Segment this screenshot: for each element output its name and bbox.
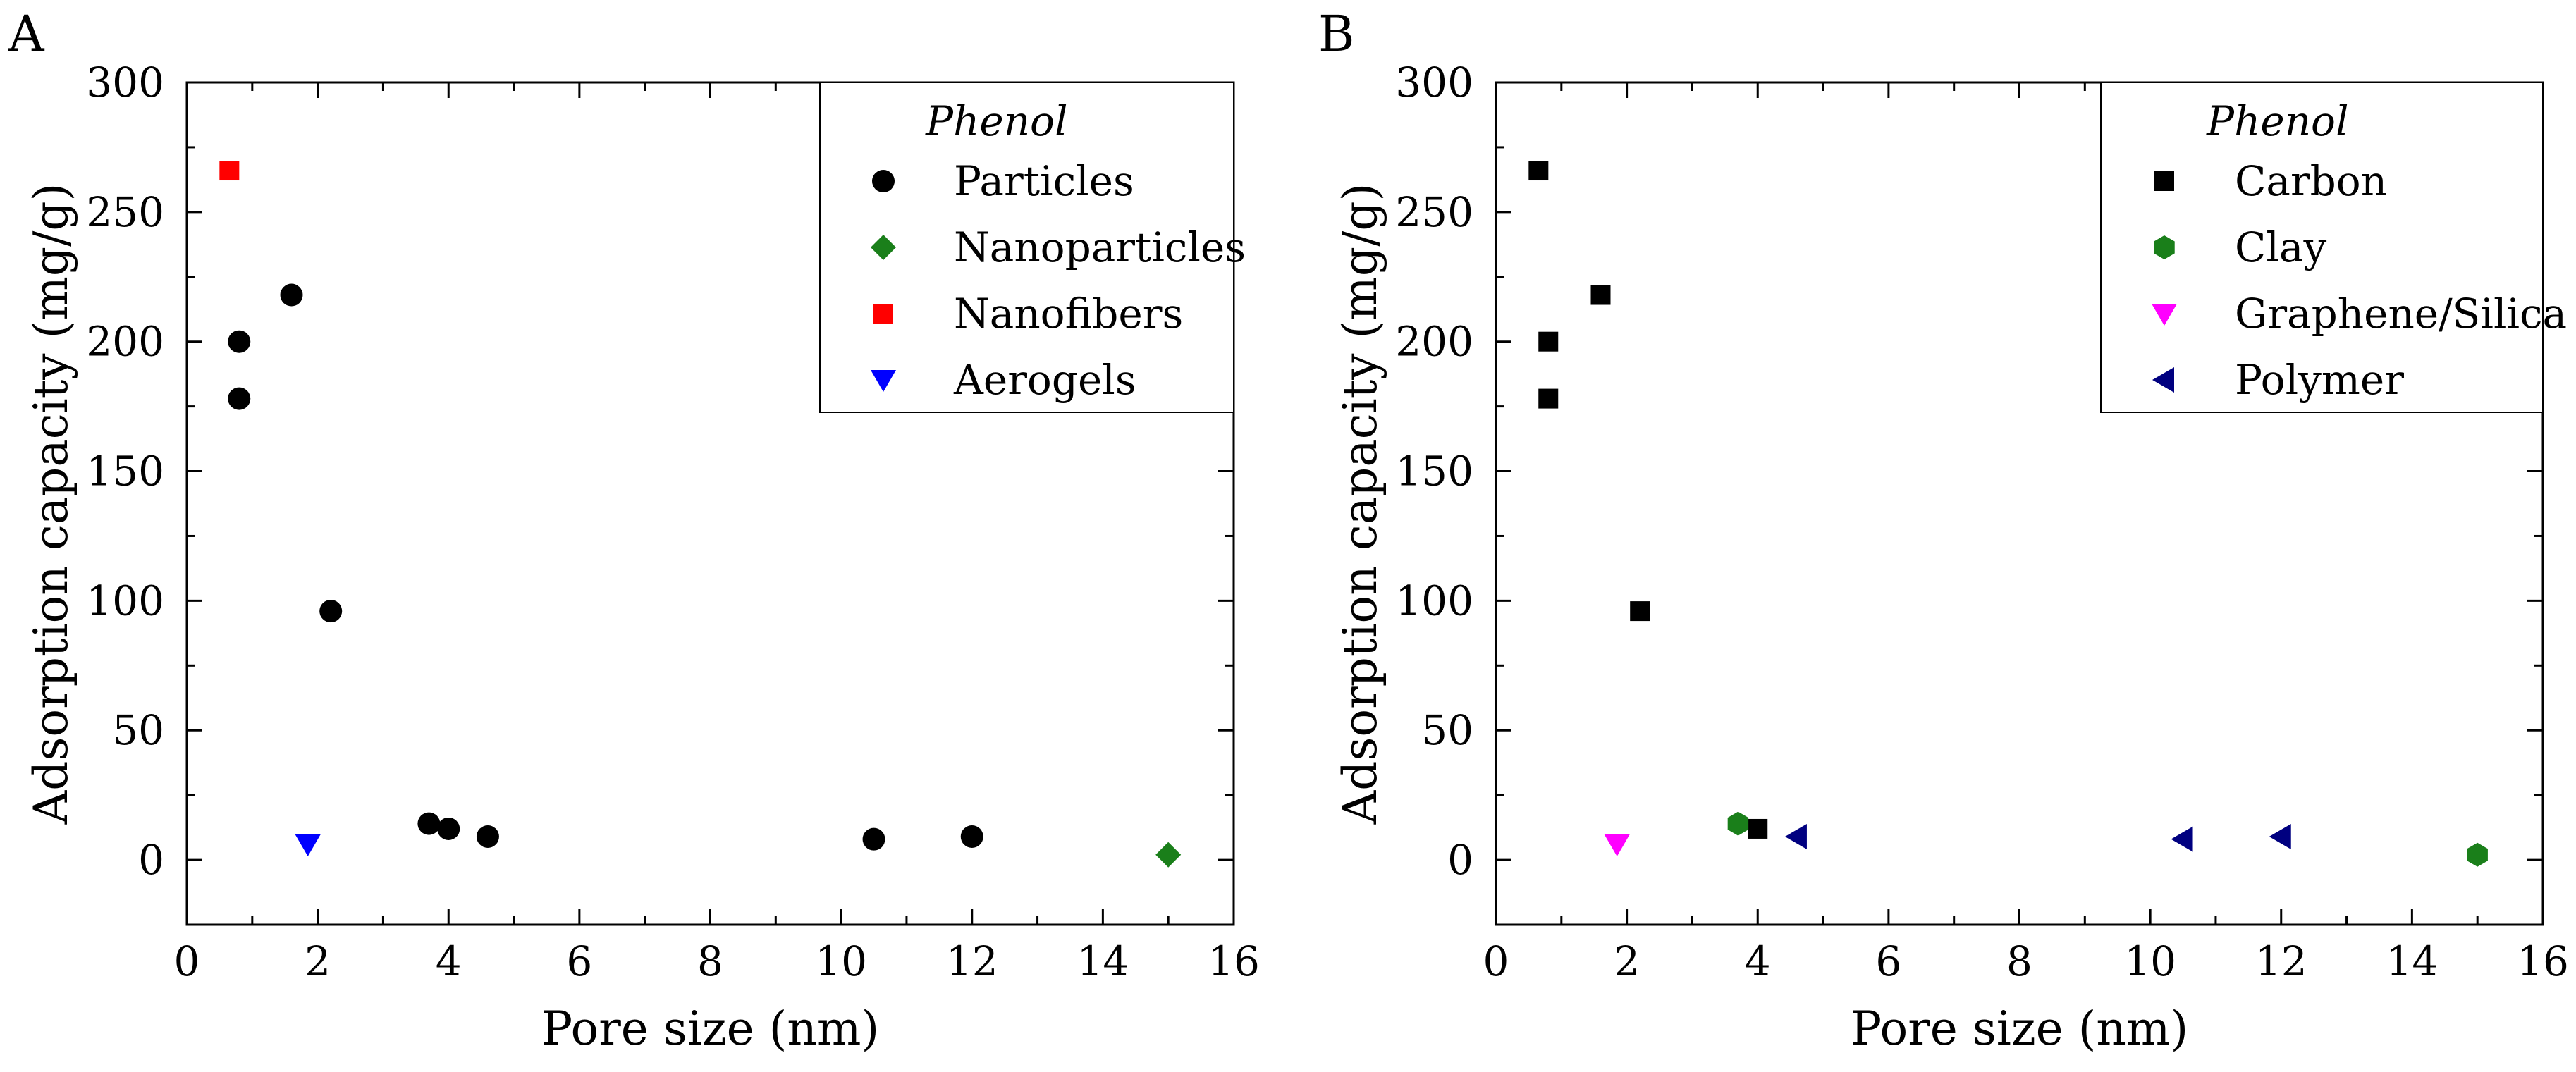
y-tick-label: 300 xyxy=(86,58,164,106)
data-point xyxy=(1155,842,1182,868)
data-point xyxy=(437,817,460,840)
x-tick-label: 2 xyxy=(1614,937,1640,985)
y-tick-label: 250 xyxy=(86,188,164,236)
legend-marker xyxy=(872,170,895,192)
legend: Phenol Particles Nanoparticles Nanofibers Ae… xyxy=(819,82,1246,413)
data-point xyxy=(960,825,983,848)
series-graphene-silica xyxy=(1604,834,1630,857)
legend-marker xyxy=(871,235,896,260)
series-particles xyxy=(228,283,983,851)
legend-label: Aerogels xyxy=(953,356,1136,404)
x-tick-label: 8 xyxy=(697,937,723,985)
series-clay xyxy=(1727,811,2488,867)
data-point xyxy=(2467,842,2488,867)
data-point xyxy=(1590,285,1611,305)
x-tick-label: 16 xyxy=(1208,937,1260,985)
data-point xyxy=(1748,818,1768,839)
data-point xyxy=(1538,331,1559,352)
legend-marker xyxy=(2152,304,2177,326)
y-tick-label: 200 xyxy=(1395,318,1473,366)
legend-label: Particles xyxy=(954,157,1134,205)
data-point xyxy=(1528,161,1549,181)
legend-label: Nanoparticles xyxy=(954,223,1246,271)
y-tick-label: 200 xyxy=(86,318,164,366)
data-point xyxy=(1538,388,1559,409)
data-point xyxy=(1727,811,1749,836)
y-tick-label: 150 xyxy=(1395,448,1473,495)
data-point xyxy=(2269,823,2291,849)
x-tick-label: 10 xyxy=(815,937,867,985)
x-tick-label: 0 xyxy=(174,937,200,985)
legend-label: Polymer xyxy=(2235,356,2404,404)
data-point xyxy=(228,330,251,353)
series-polymer xyxy=(1784,823,2291,852)
y-axis-title: Adsorption capacity (mg/g) xyxy=(24,183,78,825)
x-tick-label: 12 xyxy=(2255,937,2307,985)
x-tick-label: 14 xyxy=(2386,937,2438,985)
x-tick-label: 14 xyxy=(1077,937,1129,985)
legend-title: Phenol xyxy=(925,97,1068,145)
data-point xyxy=(219,161,240,181)
y-tick-label: 100 xyxy=(1395,577,1473,624)
x-tick-label: 0 xyxy=(1483,937,1509,985)
x-tick-label: 8 xyxy=(2006,937,2032,985)
legend-label: Carbon xyxy=(2235,157,2387,205)
legend-marker xyxy=(2154,235,2175,259)
x-tick-label: 6 xyxy=(1875,937,1901,985)
series-nanoparticles xyxy=(1155,842,1182,868)
y-axis-title: Adsorption capacity (mg/g) xyxy=(1333,183,1387,825)
y-tick-label: 0 xyxy=(138,836,164,884)
data-point xyxy=(2171,826,2193,852)
data-point xyxy=(417,812,441,835)
legend-marker xyxy=(2154,171,2174,191)
y-tick-label: 300 xyxy=(1395,58,1473,106)
x-tick-label: 12 xyxy=(946,937,998,985)
y-tick-label: 50 xyxy=(1421,706,1473,754)
x-tick-label: 10 xyxy=(2124,937,2176,985)
series-aerogels xyxy=(295,834,321,857)
legend-marker xyxy=(871,370,896,392)
legend-label: Clay xyxy=(2235,223,2327,271)
data-point xyxy=(476,825,499,848)
legend-title: Phenol xyxy=(2206,97,2349,145)
legend-label: Nanofibers xyxy=(954,290,1183,338)
x-axis-title: Pore size (nm) xyxy=(1851,1002,2188,1056)
x-axis-title: Pore size (nm) xyxy=(541,1002,879,1056)
data-point xyxy=(295,834,321,857)
legend-marker xyxy=(873,304,893,324)
data-point xyxy=(228,387,251,410)
series-carbon xyxy=(1528,161,1768,839)
data-point xyxy=(1604,834,1630,857)
data-point xyxy=(1630,601,1650,622)
series-nanofibers xyxy=(219,161,240,181)
y-tick-label: 250 xyxy=(1395,188,1473,236)
y-tick-label: 0 xyxy=(1447,836,1473,884)
panel-label: A xyxy=(8,5,45,63)
y-tick-label: 50 xyxy=(112,706,164,754)
data-point xyxy=(280,283,303,307)
legend-label: Graphene/Silica xyxy=(2235,290,2567,338)
chart-panel-b: B 0 2 4 6 8 10 12 14 16 0 50 100 150 200 250 300 Pore siz… xyxy=(1318,5,2569,1056)
x-tick-label: 16 xyxy=(2517,937,2569,985)
data-point xyxy=(319,600,343,623)
x-tick-label: 6 xyxy=(566,937,592,985)
x-tick-label: 4 xyxy=(1745,937,1771,985)
x-tick-label: 4 xyxy=(436,937,462,985)
data-point xyxy=(1784,823,1807,849)
panel-label: B xyxy=(1318,5,1354,63)
y-tick-label: 150 xyxy=(86,448,164,495)
y-tick-label: 100 xyxy=(86,577,164,624)
legend: Phenol Carbon Clay Graphene/Silica Polymer xyxy=(2100,82,2567,413)
chart-panel-a: A 0 2 4 6 8 10 12 14 16 0 50 100 150 200 250 300 Pore siz… xyxy=(8,5,1260,1056)
data-point xyxy=(862,827,885,851)
x-tick-label: 2 xyxy=(305,937,331,985)
legend-marker xyxy=(2152,367,2174,393)
